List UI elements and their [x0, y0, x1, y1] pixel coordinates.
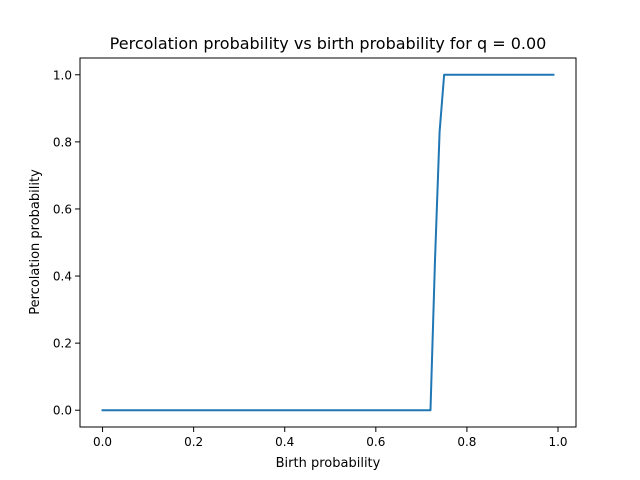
- x-tick-label-4: 0.8: [457, 435, 476, 449]
- y-axis-label: Percolation probability: [28, 169, 43, 315]
- y-tick-label-3: 0.6: [53, 202, 72, 216]
- x-tick-label-5: 1.0: [548, 435, 567, 449]
- chart-title: Percolation probability vs birth probabi…: [110, 34, 547, 53]
- x-tick-label-3: 0.6: [366, 435, 385, 449]
- y-tick-label-1: 0.2: [53, 337, 72, 351]
- plot-area: 0.0 0.2 0.4 0.6 0.8 1.0 0.0 0.2 0.4 0.6 0.8 1.0: [53, 57, 577, 449]
- series-line-0: [101, 73, 555, 412]
- y-tick-label-5: 1.0: [53, 68, 72, 82]
- axes-frame: [79, 57, 577, 428]
- x-tick-label-0: 0.0: [93, 435, 112, 449]
- x-tick-label-1: 0.2: [184, 435, 203, 449]
- y-tick-label-4: 0.8: [53, 135, 72, 149]
- y-tick-label-0: 0.0: [53, 404, 72, 418]
- y-tick-label-2: 0.4: [53, 270, 72, 284]
- x-axis-label: Birth probability: [276, 456, 381, 471]
- x-tick-label-2: 0.4: [275, 435, 294, 449]
